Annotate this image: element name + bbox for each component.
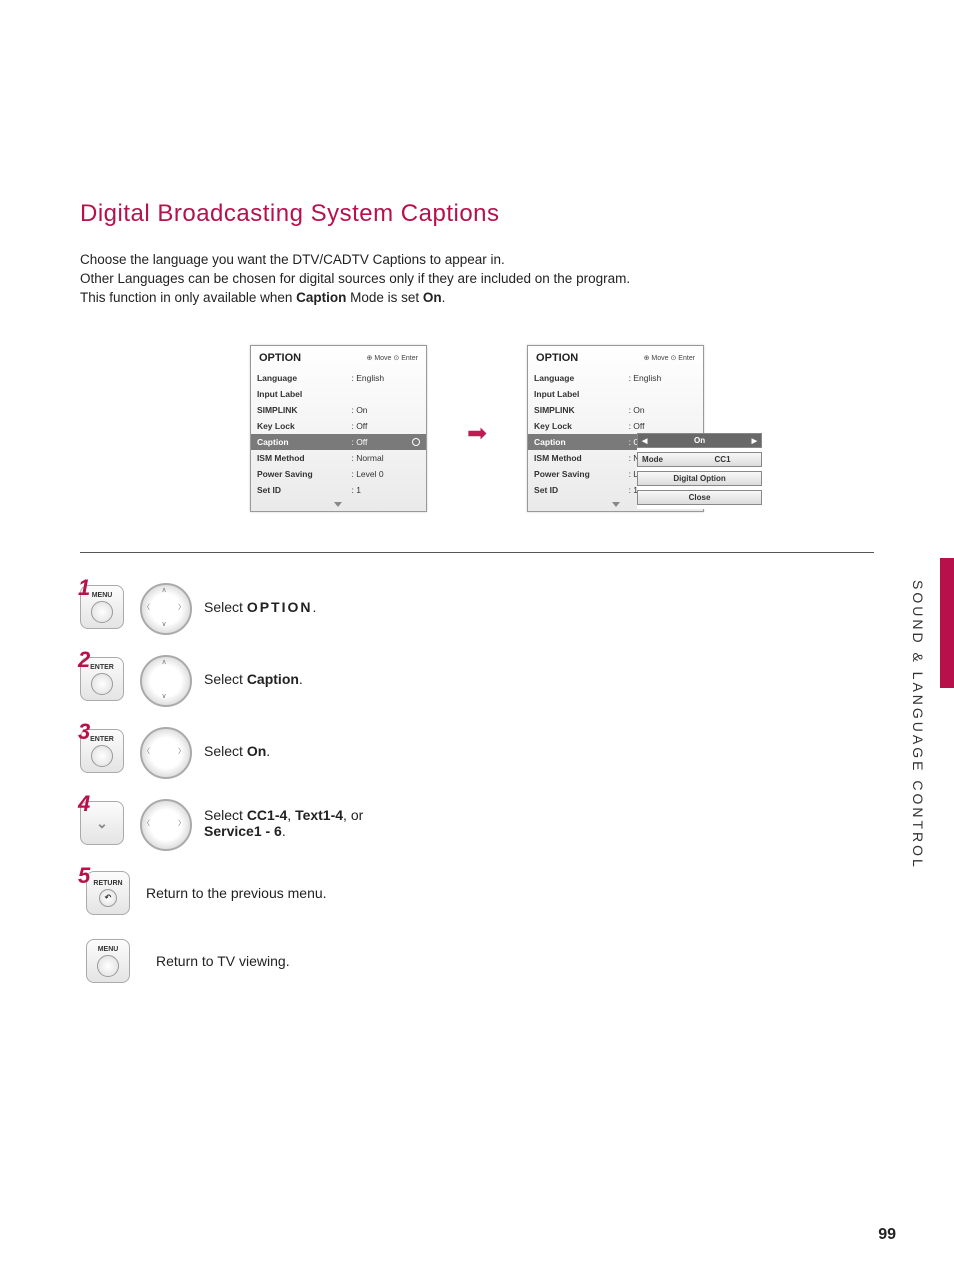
menu2-row-keylock: Key Lock: Off — [528, 418, 703, 434]
step-1: 1 MENU ∧∨〈〉 Select OPTION. — [80, 583, 600, 631]
transition-arrow-icon: ➡ — [467, 419, 487, 448]
return-arrow-icon: ↶ — [99, 889, 117, 907]
popup-close-row: Close — [637, 490, 762, 505]
section-label: SOUND & LANGUAGE CONTROL — [910, 580, 926, 870]
step-2-text: Select Caption. — [204, 671, 303, 687]
page-title: Digital Broadcasting System Captions — [80, 200, 874, 228]
circle-icon — [91, 673, 113, 695]
step-number-5: 5 — [78, 863, 90, 889]
dpad-updown-icon: ∧∨ — [140, 655, 188, 703]
step-2: 2 ENTER ∧∨ Select Caption. — [80, 655, 600, 703]
circle-icon — [97, 955, 119, 977]
menu-row-power: Power Saving: Level 0 — [251, 466, 426, 482]
step-3-text: Select On. — [204, 743, 270, 759]
step-number-4: 4 — [78, 791, 90, 817]
step-3: 3 ENTER 〈〉 Select On. — [80, 727, 600, 775]
divider — [80, 552, 874, 553]
step-5-text: Return to the previous menu. — [146, 885, 327, 901]
option-menu-before: OPTION ⊕ Move ⊙ Enter Language: English … — [250, 345, 427, 512]
menu-hints: ⊕ Move ⊙ Enter — [367, 354, 418, 362]
steps-list: 1 MENU ∧∨〈〉 Select OPTION. 2 ENTER ∧∨ — [80, 583, 600, 983]
dpad-icon: ∧∨〈〉 — [140, 583, 188, 631]
menu-row-simplink: SIMPLINK: On — [251, 402, 426, 418]
menu2-row-simplink: SIMPLINK: On — [528, 402, 703, 418]
popup-on-row: On — [637, 433, 762, 448]
intro-line-3: This function in only available when Cap… — [80, 290, 874, 305]
step-number-1: 1 — [78, 575, 90, 601]
menu-row-language: Language: English — [251, 370, 426, 386]
down-arrow-icon — [334, 502, 342, 507]
menu-hints-2: ⊕ Move ⊙ Enter — [644, 354, 695, 362]
menu-row-input-label: Input Label — [251, 386, 426, 402]
menu-button-icon-2: MENU — [86, 939, 130, 983]
step-5: 5 RETURN ↶ Return to the previous menu. — [80, 871, 600, 915]
menu-row-keylock: Key Lock: Off — [251, 418, 426, 434]
step-number-3: 3 — [78, 719, 90, 745]
caption-popup: On ModeCC1 Digital Option Close — [637, 433, 762, 509]
menu-row-caption-selected: Caption: Off — [251, 434, 426, 450]
step-4: 4 ⌄ 〈〉 Select CC1-4, Text1-4, or Service… — [80, 799, 600, 847]
page-number: 99 — [878, 1226, 896, 1244]
side-tab — [940, 558, 954, 688]
return-button-icon: RETURN ↶ — [86, 871, 130, 915]
dpad-all-icon: 〈〉 — [140, 799, 188, 847]
menu-title-2: OPTION — [536, 352, 578, 364]
down-arrow-icon-2 — [612, 502, 620, 507]
menu-row-setid: Set ID: 1 — [251, 482, 426, 498]
circle-icon — [91, 745, 113, 767]
step-6: MENU Return to TV viewing. — [80, 939, 600, 983]
menu2-row-language: Language: English — [528, 370, 703, 386]
intro-line-2: Other Languages can be chosen for digita… — [80, 271, 874, 286]
menu-row-ism: ISM Method: Normal — [251, 450, 426, 466]
dpad-leftright-icon: 〈〉 — [140, 727, 188, 775]
step-4-text: Select CC1-4, Text1-4, or Service1 - 6. — [204, 807, 363, 839]
step-1-text: Select OPTION. — [204, 599, 316, 615]
circle-icon — [91, 601, 113, 623]
step-6-text: Return to TV viewing. — [156, 953, 290, 969]
menu-title: OPTION — [259, 352, 301, 364]
menu2-row-input-label: Input Label — [528, 386, 703, 402]
step-number-2: 2 — [78, 647, 90, 673]
intro-text: Choose the language you want the DTV/CAD… — [80, 252, 874, 305]
popup-mode-row: ModeCC1 — [637, 452, 762, 467]
popup-digital-row: Digital Option — [637, 471, 762, 486]
intro-line-1: Choose the language you want the DTV/CAD… — [80, 252, 874, 267]
